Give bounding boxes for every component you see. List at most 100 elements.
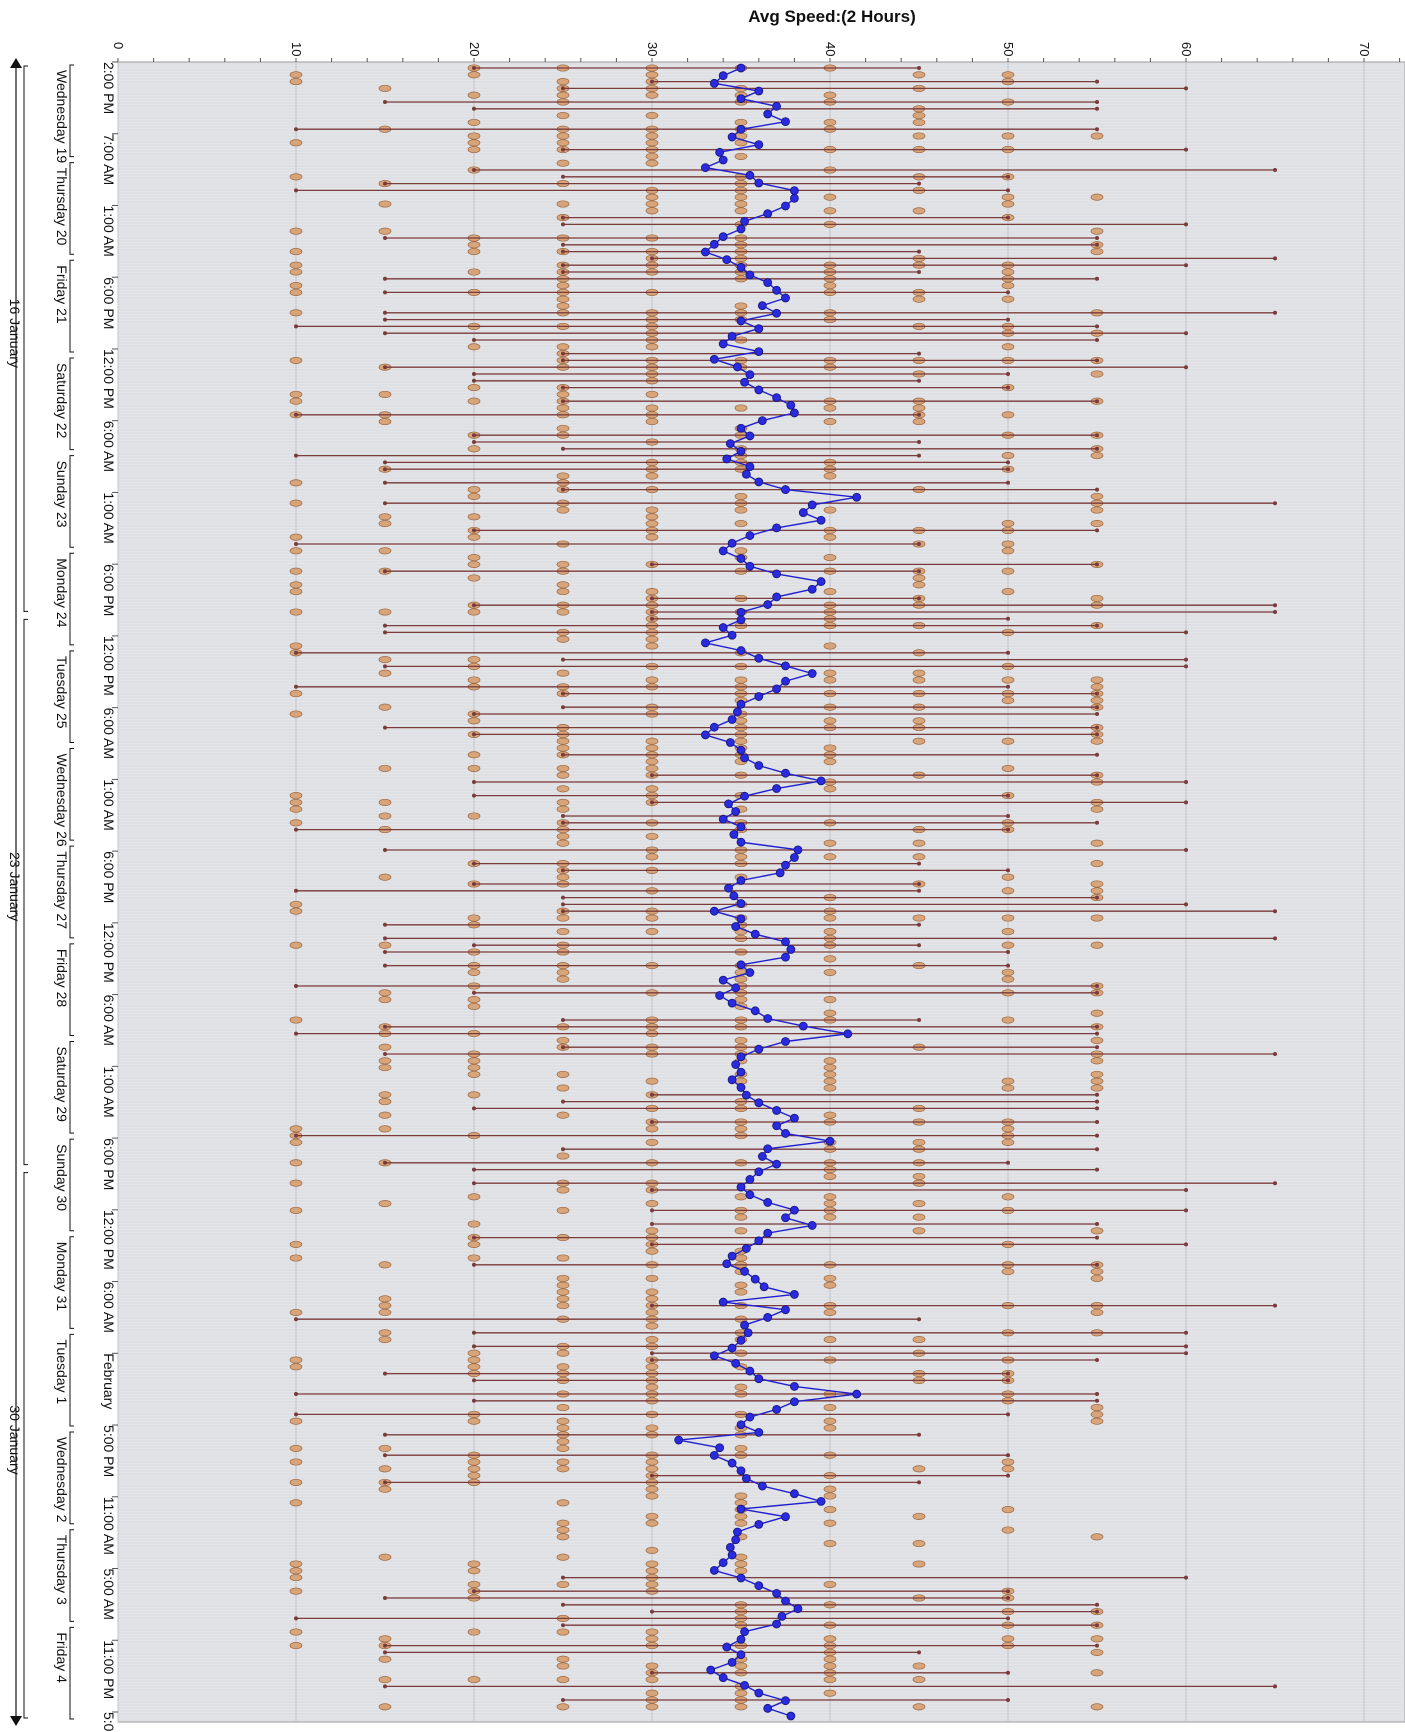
sample-min-point	[561, 399, 565, 404]
average-speed-point	[745, 170, 755, 180]
speed-marker	[645, 112, 659, 120]
speed-marker	[645, 853, 659, 861]
average-speed-point	[727, 998, 737, 1008]
speed-marker	[645, 1676, 659, 1684]
sample-max-point	[1006, 616, 1010, 621]
sample-max-point	[1006, 460, 1010, 465]
time-label: 1:00 AM	[101, 205, 117, 256]
speed-marker	[289, 1587, 303, 1595]
speed-marker	[645, 737, 659, 745]
speed-marker	[467, 656, 481, 664]
sample-max-point	[1095, 528, 1099, 533]
speed-marker	[1090, 1404, 1104, 1412]
sample-max-point	[1095, 276, 1099, 281]
sample-max-point	[917, 1650, 921, 1655]
sample-max-point	[1095, 623, 1099, 628]
speed-marker	[1090, 887, 1104, 895]
speed-marker	[1090, 696, 1104, 704]
day-bracket	[69, 845, 74, 939]
time-label: 1:00 AM	[101, 779, 117, 830]
sample-max-point	[1273, 909, 1277, 914]
sample-max-point	[917, 453, 921, 458]
average-speed-point	[725, 439, 735, 448]
average-speed-point	[772, 308, 781, 318]
speed-marker	[734, 1560, 748, 1568]
sample-min-point	[294, 650, 298, 655]
sample-max-point	[917, 542, 921, 546]
sample-max-point	[1006, 684, 1010, 689]
speed-marker	[823, 533, 837, 541]
speed-marker	[289, 173, 303, 181]
average-speed-point	[772, 784, 781, 793]
average-speed-point	[741, 1473, 751, 1483]
speed-marker	[1001, 1268, 1015, 1276]
speed-marker	[1090, 370, 1104, 378]
average-speed-point	[781, 293, 790, 303]
speed-marker	[289, 288, 303, 296]
speed-marker	[912, 118, 926, 126]
speed-marker	[289, 533, 303, 541]
speed-marker	[378, 798, 392, 806]
sample-max-point	[1095, 433, 1099, 438]
speed-marker	[1001, 1016, 1015, 1024]
day-bracket	[69, 1626, 74, 1720]
speed-marker	[1090, 506, 1104, 514]
speed-marker	[289, 1016, 303, 1024]
average-speed-point	[725, 1542, 735, 1552]
speed-marker	[556, 1417, 570, 1425]
speed-marker	[823, 1506, 837, 1514]
time-label: 1:00 AM	[101, 492, 117, 543]
speed-marker	[645, 513, 659, 521]
speed-marker	[289, 1444, 303, 1452]
speed-marker	[467, 139, 481, 147]
sample-min-point	[650, 1473, 654, 1478]
value-tick-label: 30	[645, 42, 660, 56]
speed-marker	[289, 227, 303, 235]
average-speed-point	[727, 1657, 737, 1667]
average-speed-point	[754, 761, 764, 770]
speed-marker	[734, 207, 748, 215]
speed-marker	[289, 547, 303, 555]
speed-marker	[734, 676, 748, 684]
sample-min-point	[472, 440, 476, 444]
speed-marker	[556, 1438, 570, 1446]
average-speed-point	[736, 607, 746, 617]
speed-marker	[734, 975, 748, 983]
sample-max-point	[917, 249, 921, 254]
speed-marker	[645, 635, 659, 643]
speed-marker	[1090, 880, 1104, 888]
speed-marker	[645, 758, 659, 766]
sample-min-point	[294, 188, 298, 193]
sample-max-point	[1006, 1412, 1010, 1417]
speed-marker	[734, 492, 748, 500]
average-speed-point	[724, 799, 733, 809]
average-speed-point	[754, 86, 764, 96]
speed-marker	[467, 1070, 481, 1078]
sample-max-point	[1006, 1616, 1010, 1621]
speed-marker	[556, 798, 570, 806]
speed-marker	[1090, 193, 1104, 201]
week-label: 30 January	[7, 1405, 23, 1474]
average-speed-point	[790, 853, 799, 862]
sample-max-point	[1006, 868, 1010, 873]
speed-marker	[645, 1512, 659, 1520]
sample-max-point	[1095, 106, 1099, 111]
average-speed-point	[736, 1634, 746, 1644]
sample-min-point	[294, 1392, 298, 1396]
average-speed-point	[741, 1090, 751, 1100]
speed-marker	[912, 1465, 926, 1473]
sample-min-point	[383, 936, 387, 941]
speed-marker	[289, 608, 303, 616]
speed-marker	[378, 941, 392, 949]
speed-marker	[556, 1628, 570, 1636]
speed-marker	[734, 1383, 748, 1391]
sample-max-point	[1095, 820, 1099, 825]
time-label: 11:00 PM	[101, 1640, 117, 1699]
time-label: 6:00 PM	[101, 1138, 117, 1190]
speed-marker	[289, 805, 303, 813]
sample-min-point	[383, 236, 387, 240]
speed-marker	[645, 1580, 659, 1588]
speed-marker	[645, 1485, 659, 1493]
speed-marker	[645, 1560, 659, 1568]
sample-min-point	[383, 310, 387, 315]
